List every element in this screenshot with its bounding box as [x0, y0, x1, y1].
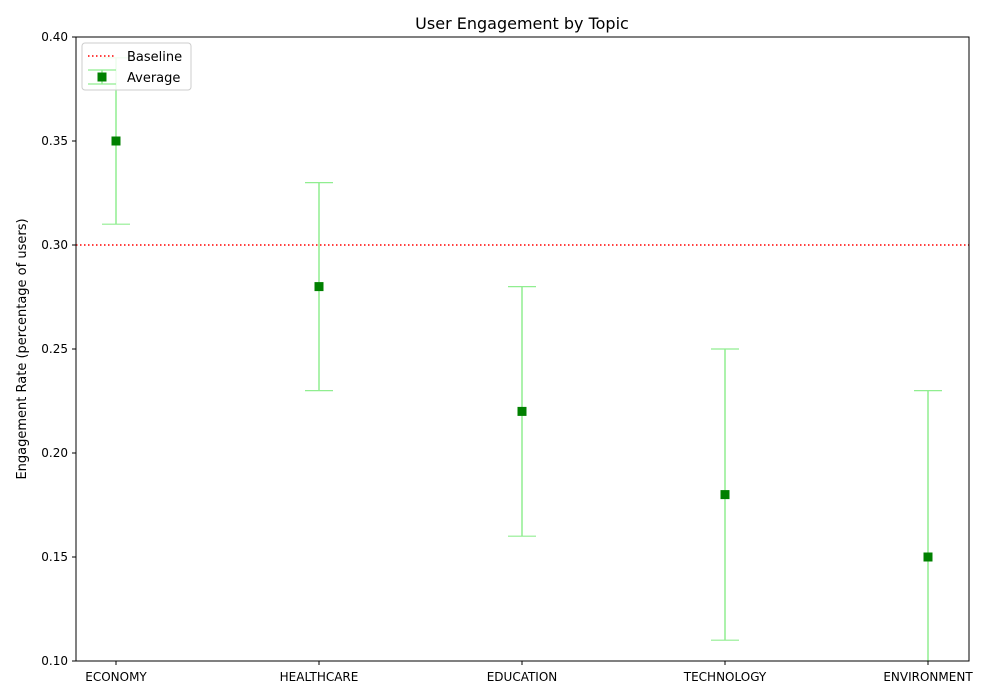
x-tick-label: EDUCATION — [487, 670, 558, 684]
legend: Baseline Average — [81, 42, 192, 91]
legend-baseline-label: Baseline — [127, 50, 182, 65]
y-tick-label: 0.30 — [41, 238, 68, 252]
x-tick-label: TECHNOLOGY — [683, 670, 767, 684]
legend-box — [81, 42, 192, 91]
y-tick-label: 0.20 — [41, 446, 68, 460]
y-tick-label: 0.10 — [41, 654, 68, 668]
plot-area — [76, 57, 969, 661]
y-tick-label: 0.25 — [41, 342, 68, 356]
y-tick-label: 0.40 — [41, 30, 68, 44]
x-tick-label: ENVIRONMENT — [883, 670, 973, 684]
legend-average-marker — [97, 72, 107, 82]
chart-title: User Engagement by Topic — [415, 14, 629, 33]
x-tick-label: ECONOMY — [85, 670, 147, 684]
x-tick-label: HEALTHCARE — [280, 670, 359, 684]
legend-average-label: Average — [127, 71, 180, 86]
data-point-healthcare — [314, 282, 324, 292]
y-axis-label: Engagement Rate (percentage of users) — [15, 218, 30, 479]
x-axis: ECONOMY HEALTHCARE EDUCATION TECHNOLOGY ENVI… — [85, 661, 973, 684]
data-point-technology — [720, 490, 730, 500]
y-tick-label: 0.35 — [41, 134, 68, 148]
y-tick-label: 0.15 — [41, 550, 68, 564]
data-point-education — [517, 406, 527, 416]
data-point-economy — [111, 136, 121, 146]
y-axis: 0.10 0.15 0.20 0.25 0.30 0.35 0.40 — [41, 30, 76, 668]
data-point-environment — [923, 552, 933, 562]
